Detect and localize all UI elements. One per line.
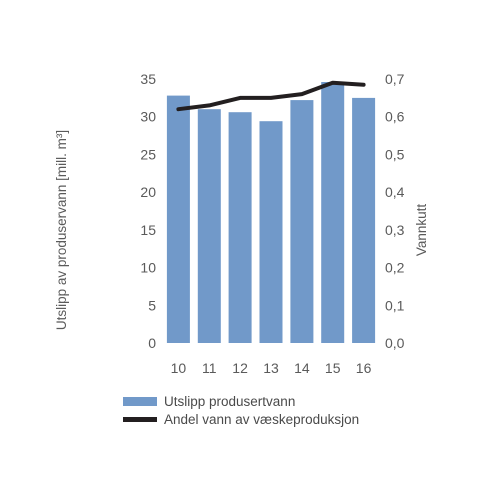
legend: Utslipp produsertvann Andel vann av væsk…	[123, 392, 359, 428]
left-tick-label: 5	[148, 297, 156, 313]
right-tick-label: 0,7	[385, 71, 405, 87]
left-axis-title: Utslipp av produservann [mill. m³]	[54, 130, 69, 330]
x-tick-label: 12	[232, 360, 248, 376]
bar-10	[166, 95, 190, 343]
left-tick-label: 30	[140, 109, 156, 125]
bar-11	[197, 109, 221, 343]
x-tick-label: 16	[356, 360, 372, 376]
right-axis-ticks: 0,0 0,1 0,2 0,3 0,4 0,5 0,6 0,7	[385, 71, 405, 351]
x-tick-label: 11	[202, 360, 217, 376]
bar-12	[228, 112, 252, 343]
bar-swatch	[123, 396, 157, 406]
legend-item-bars: Utslipp produsertvann	[123, 392, 359, 410]
right-tick-label: 0,4	[385, 184, 405, 200]
left-tick-label: 25	[140, 146, 156, 162]
left-tick-label: 10	[140, 260, 156, 276]
bar-14	[290, 100, 314, 343]
left-tick-label: 0	[148, 335, 156, 351]
line-series-group	[176, 80, 366, 112]
x-tick-label: 14	[294, 360, 310, 376]
right-axis-title: Vannkutt	[414, 204, 429, 257]
bar-13	[259, 121, 283, 343]
line-swatch	[123, 416, 157, 422]
x-tick-label: 13	[263, 360, 279, 376]
right-tick-label: 0,1	[385, 297, 405, 313]
legend-label-line: Andel vann av væskeproduksjon	[164, 411, 360, 427]
right-tick-label: 0,3	[385, 222, 405, 238]
left-tick-label: 20	[140, 184, 156, 200]
x-tick-label: 15	[325, 360, 341, 376]
legend-label-bars: Utslipp produsertvann	[164, 393, 296, 409]
right-tick-label: 0,0	[385, 335, 405, 351]
left-tick-label: 35	[140, 71, 156, 87]
left-axis-ticks: 0 5 10 15 20 25 30 35	[140, 71, 156, 351]
bar-15	[321, 82, 345, 343]
bar-group	[166, 82, 376, 344]
legend-item-line: Andel vann av væskeproduksjon	[123, 410, 359, 428]
right-tick-label: 0,5	[385, 146, 405, 162]
right-tick-label: 0,6	[385, 109, 405, 125]
left-tick-label: 15	[140, 222, 156, 238]
right-tick-label: 0,2	[385, 260, 405, 276]
x-tick-label: 10	[171, 360, 187, 376]
x-axis-ticks: 10 11 12 13 14 15 16	[171, 360, 372, 376]
bar-16	[352, 97, 376, 344]
